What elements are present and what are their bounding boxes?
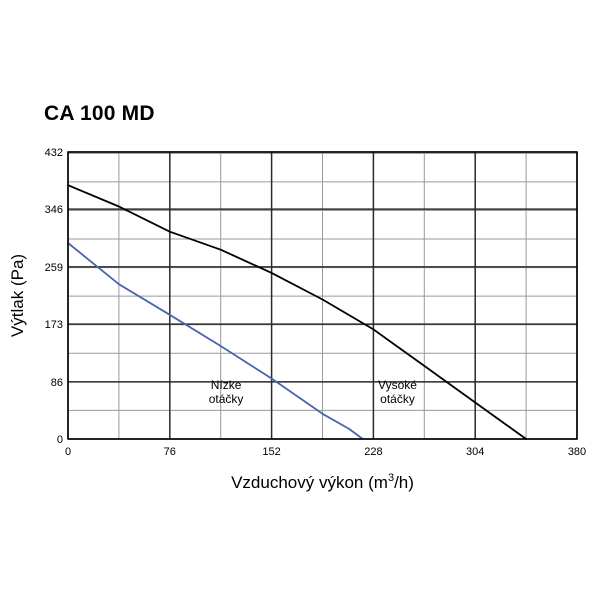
annotation-line: otáčky (380, 392, 415, 406)
y-tick-label: 86 (51, 377, 63, 389)
curve-annotation: Nízke otáčky (209, 378, 244, 406)
x-tick-label: 304 (466, 446, 484, 458)
x-axis-label-superscript: 3 (388, 472, 394, 484)
annotation-line: Vysoké (378, 378, 417, 392)
y-tick-label: 0 (57, 434, 63, 446)
curve-annotation: Vysoké otáčky (378, 378, 417, 406)
x-tick-label: 0 (65, 446, 71, 458)
series-lines (67, 184, 527, 440)
series-line-1 (67, 184, 527, 440)
y-tick-label: 432 (45, 147, 63, 159)
plot-frame (67, 151, 578, 440)
grid (67, 151, 578, 440)
y-tick-label: 346 (45, 204, 63, 216)
y-axis-label: Výtlak (Pa) (8, 254, 27, 337)
x-tick-label: 76 (164, 446, 176, 458)
x-tick-label: 152 (262, 446, 280, 458)
x-tick-label: 228 (364, 446, 382, 458)
x-tick-label: 380 (568, 446, 586, 458)
y-tick-label: 173 (45, 319, 63, 331)
x-axis-label-suffix: /h) (394, 473, 414, 492)
x-axis-label-main: Vzduchový výkon (m (231, 473, 388, 492)
x-axis-label: Vzduchový výkon (m3/h) (231, 472, 414, 492)
annotation-line: otáčky (209, 392, 244, 406)
chart-title: CA 100 MD (44, 102, 155, 125)
tick-labels: 0 76 152 228 304 380 0 86 173 259 346 432 (45, 147, 587, 458)
series-line-2 (67, 242, 364, 440)
annotation-line: Nízke (211, 378, 242, 392)
y-tick-label: 259 (45, 262, 63, 274)
